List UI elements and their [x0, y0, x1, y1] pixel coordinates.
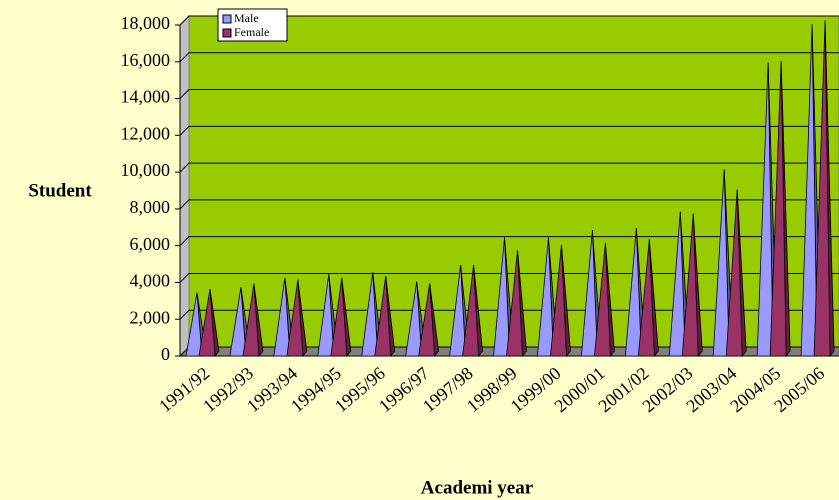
bar: [462, 265, 484, 358]
grid-line: [179, 15, 839, 26]
grid-line: [179, 309, 839, 320]
bar-face: [330, 277, 348, 357]
bar: [637, 239, 659, 358]
bar: [330, 277, 352, 358]
bar-face: [725, 189, 743, 357]
bar-face: [506, 250, 523, 357]
y-tick-label: 18,000: [121, 13, 171, 33]
bar-face: [405, 281, 423, 357]
y-tick-label: 6,000: [130, 234, 171, 254]
side-wall: [179, 14, 190, 358]
bar-face: [185, 292, 203, 357]
grid-line: [179, 52, 839, 63]
y-tick-label: 0: [161, 344, 170, 364]
bar: [725, 189, 747, 358]
legend-label: Female: [234, 25, 269, 39]
grid-line: [179, 162, 839, 173]
y-tick-label: 8,000: [130, 197, 171, 217]
y-tick-label: 14,000: [121, 87, 171, 107]
bar: [681, 213, 703, 358]
bar-face: [681, 213, 699, 357]
bar-face: [769, 60, 787, 357]
bar-face: [537, 237, 554, 357]
y-tick-label: 4,000: [130, 271, 171, 291]
bar: [198, 288, 220, 358]
bar-face: [242, 283, 260, 357]
bar-face: [273, 277, 291, 357]
bar: [374, 276, 396, 358]
y-axis-label: Student: [28, 180, 92, 201]
bar-face: [800, 24, 818, 357]
bar-face: [756, 62, 774, 357]
bar: [769, 60, 791, 358]
grid-line: [179, 236, 839, 247]
x-tick-label: 2005/06: [770, 363, 828, 416]
legend-label: Male: [234, 11, 259, 25]
grid-line: [179, 89, 839, 99]
x-axis-label: Academi year: [421, 477, 534, 498]
bar-face: [361, 272, 379, 357]
bar: [593, 242, 615, 358]
bar-face: [198, 288, 216, 357]
bar-face: [374, 276, 392, 357]
bar-face: [550, 244, 567, 357]
grid-line: [179, 125, 839, 136]
y-tick-label: 2,000: [130, 307, 171, 327]
bar-face: [668, 211, 686, 357]
bar-face: [493, 237, 510, 357]
bar-face: [418, 283, 436, 357]
y-tick-label: 16,000: [121, 50, 171, 70]
bar-face: [317, 274, 335, 357]
bar-face: [637, 239, 655, 357]
bar-face: [813, 20, 831, 357]
bar-face: [580, 230, 598, 357]
bar: [506, 250, 527, 358]
bar-face: [286, 279, 304, 357]
grid-line: [179, 272, 839, 283]
bar-face: [624, 228, 642, 357]
grid-line: [179, 199, 839, 210]
bar-face: [449, 265, 467, 357]
bar: [242, 283, 264, 358]
bar-face: [593, 242, 611, 357]
bar: [550, 244, 571, 358]
bar-face: [712, 169, 730, 357]
bar-face: [229, 287, 247, 357]
y-tick-label: 10,000: [121, 160, 171, 180]
y-tick-label: 12,000: [121, 123, 171, 143]
legend-swatch: [222, 28, 232, 38]
legend-swatch: [222, 14, 232, 24]
bar: [286, 279, 308, 358]
bar: [813, 20, 835, 358]
bar: [418, 283, 440, 358]
bar-face: [462, 265, 480, 357]
